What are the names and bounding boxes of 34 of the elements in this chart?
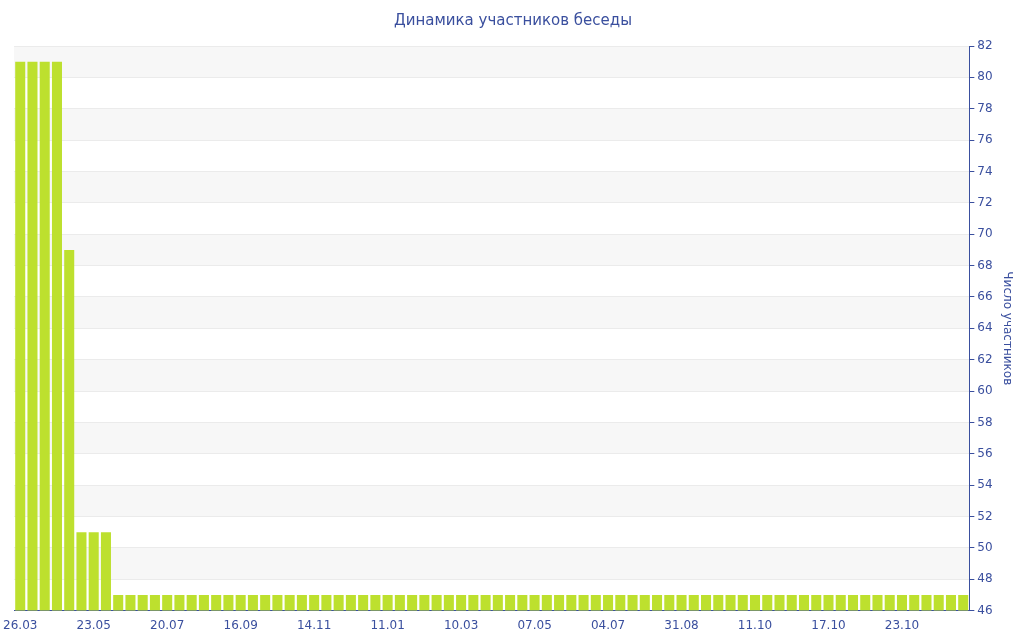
x-tick-label: 16.09 (223, 617, 258, 632)
x-tick-label: 31.08 (664, 617, 699, 632)
y-tick-label: 80 (977, 69, 993, 84)
y-tick-label: 72 (977, 194, 993, 209)
x-tick-label: 14.11 (296, 617, 332, 632)
y-tick-label: 52 (977, 508, 993, 523)
x-tick-label: 11.01 (370, 617, 405, 632)
chart-title: Динамика участников беседы (393, 10, 633, 29)
y-tick-label: 56 (977, 445, 993, 460)
y-tick-label: 46 (977, 602, 993, 617)
x-tick-label: 07.05 (517, 617, 552, 632)
y-tick-label: 50 (977, 539, 993, 554)
y-tick-label: 78 (977, 100, 993, 115)
y-tick-label: 54 (977, 477, 993, 492)
x-tick-label: 11.10 (737, 617, 773, 632)
x-tick-label: 17.10 (811, 617, 846, 632)
x-tick-label: 23.05 (76, 617, 111, 632)
x-tick-label: 04.07 (590, 617, 626, 632)
y-tick-label: 48 (977, 571, 993, 586)
y-tick-label: 66 (977, 289, 993, 304)
y-axis-title: Число участников (1000, 271, 1015, 386)
y-tick-label: 58 (977, 414, 993, 429)
y-tick-label: 70 (977, 226, 993, 241)
y-tick-label: 74 (977, 163, 993, 178)
y-tick-label: 68 (977, 257, 993, 272)
y-tick-label: 62 (977, 351, 993, 366)
x-tick-label: 26.03 (3, 617, 38, 632)
y-tick-label: 76 (977, 132, 993, 147)
x-tick-label: 23.10 (884, 617, 920, 632)
x-tick-label: 20.07 (150, 617, 185, 632)
y-tick-label: 64 (977, 320, 993, 335)
y-tick-label: 60 (977, 383, 993, 398)
y-tick-label: 82 (977, 38, 993, 53)
x-tick-label: 10.03 (443, 617, 479, 632)
